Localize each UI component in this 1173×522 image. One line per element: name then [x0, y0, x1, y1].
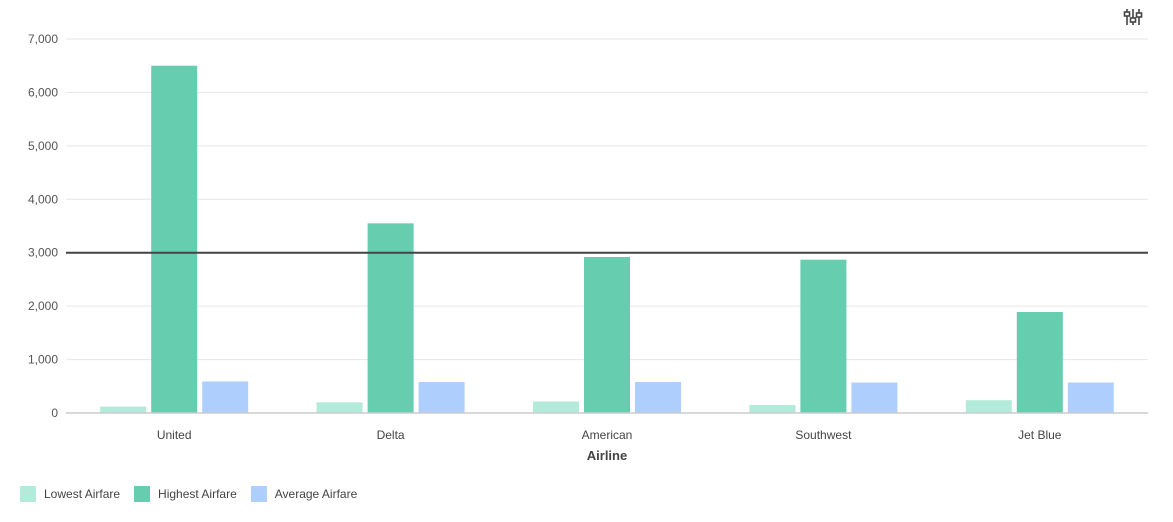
- bar[interactable]: [100, 406, 147, 413]
- legend-item[interactable]: Average Airfare: [250, 486, 358, 502]
- bar[interactable]: [851, 382, 898, 413]
- y-tick-label: 4,000: [28, 192, 58, 206]
- bar[interactable]: [316, 402, 363, 413]
- legend-item[interactable]: Highest Airfare: [134, 486, 237, 502]
- bar[interactable]: [1016, 312, 1063, 413]
- legend-swatch: [250, 486, 267, 502]
- bars: [100, 65, 1114, 413]
- bar[interactable]: [202, 381, 249, 413]
- y-tick-label: 0: [51, 406, 58, 420]
- y-tick-label: 2,000: [28, 299, 58, 313]
- sliders-icon[interactable]: [1122, 6, 1144, 28]
- y-tick-label: 6,000: [28, 85, 58, 99]
- y-tick-label: 3,000: [28, 246, 58, 260]
- bar[interactable]: [800, 259, 847, 413]
- bar[interactable]: [965, 400, 1012, 413]
- bar[interactable]: [367, 223, 414, 413]
- y-tick-label: 5,000: [28, 139, 58, 153]
- y-tick-label: 1,000: [28, 353, 58, 367]
- x-tick-label: Delta: [377, 428, 405, 442]
- x-axis-title: Airline: [587, 448, 627, 463]
- y-axis-ticks: 0 1,000 2,000 3,000 4,000 5,000 6,000 7,000: [28, 32, 58, 420]
- x-axis-categories: United Delta American Southwest Jet Blue: [157, 428, 1062, 442]
- legend-label: Lowest Airfare: [44, 487, 121, 501]
- legend-item[interactable]: Lowest Airfare: [20, 486, 120, 502]
- bar[interactable]: [584, 256, 630, 413]
- legend-swatch: [20, 486, 36, 502]
- bar[interactable]: [1067, 382, 1114, 413]
- bar[interactable]: [151, 65, 198, 413]
- legend-swatch: [134, 486, 151, 502]
- x-tick-label: American: [582, 428, 633, 442]
- legend: Lowest Airfare Highest Airfare Average Air…: [20, 486, 357, 502]
- x-tick-label: Jet Blue: [1018, 428, 1062, 442]
- bar[interactable]: [418, 382, 465, 413]
- x-tick-label: United: [157, 428, 192, 442]
- y-tick-label: 7,000: [28, 32, 58, 46]
- bar[interactable]: [635, 382, 681, 413]
- legend-label: Highest Airfare: [158, 487, 237, 501]
- x-tick-label: Southwest: [795, 428, 852, 442]
- bar[interactable]: [749, 404, 796, 413]
- legend-label: Average Airfare: [274, 487, 358, 501]
- bar[interactable]: [533, 401, 579, 413]
